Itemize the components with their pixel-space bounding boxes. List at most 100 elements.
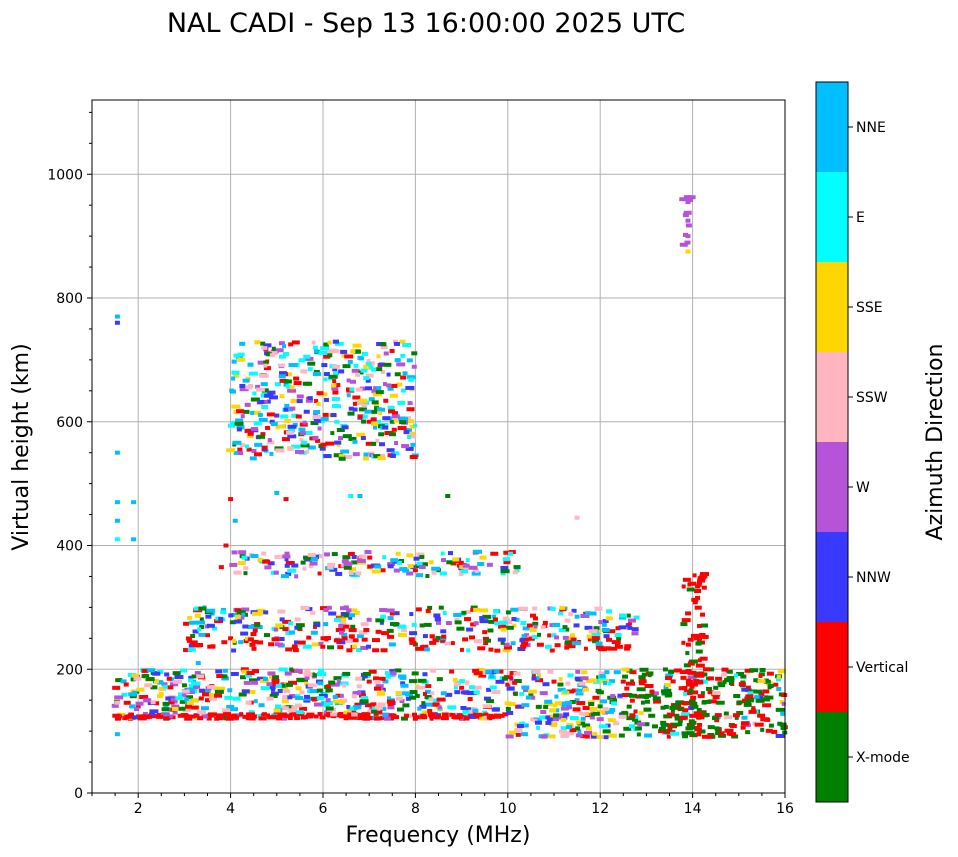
echo-mark [257,434,266,439]
echo-mark [304,681,309,686]
echo-mark [221,676,226,681]
echo-mark [531,634,538,639]
echo-mark [188,714,197,719]
echo-mark [232,440,242,445]
echo-mark [471,571,481,576]
echo-mark [181,693,187,698]
y-axis-title: Virtual height (km) [9,343,34,550]
echo-mark [247,362,254,367]
echo-mark [638,675,644,680]
echo-mark [721,672,728,677]
echo-mark [374,679,381,684]
echo-mark [697,623,703,628]
echo-mark [124,714,132,719]
echo-mark [505,706,511,711]
echo-mark [335,693,342,698]
echo-mark [185,704,193,709]
echo-mark [424,689,431,694]
echo-mark [579,711,588,716]
echo-mark [260,393,266,398]
echo-mark [330,712,338,717]
echo-mark [351,608,358,613]
echo-mark [282,619,292,624]
echo-mark [257,557,264,562]
echo-mark [411,364,417,369]
echo-mark [250,410,255,415]
echo-mark [578,681,586,686]
echo-mark [252,669,260,674]
echo-mark [532,621,539,626]
echo-mark [258,703,265,708]
echo-mark [273,712,283,717]
echo-mark [535,725,540,730]
echo-mark [397,633,407,638]
echo-mark [391,383,398,388]
echo-mark [342,683,347,688]
echo-mark [238,451,244,456]
echo-mark [156,694,163,699]
echo-mark [248,710,255,715]
echo-mark [666,728,672,733]
echo-mark [644,722,650,727]
echo-mark [389,419,395,424]
echo-mark [504,701,512,706]
echo-mark [673,668,682,673]
echo-mark [313,702,323,707]
echo-mark [158,692,164,696]
echo-mark [409,431,416,436]
echo-mark [136,687,145,692]
echo-mark [266,399,271,404]
echo-mark [278,341,285,346]
echo-mark [286,682,294,687]
echo-mark [575,733,583,738]
echo-mark [123,700,131,705]
echo-mark [707,699,717,704]
echo-mark [376,367,383,372]
echo-mark [314,623,321,628]
echo-mark [683,210,692,215]
echo-mark [307,367,313,372]
echo-mark [269,353,275,358]
echo-mark [666,734,671,739]
echo-mark [205,614,212,619]
echo-mark [236,409,245,414]
echo-mark [711,716,719,721]
echo-mark [624,644,632,649]
echo-mark [239,341,246,346]
echo-mark [775,677,781,682]
echo-mark [472,708,479,713]
echo-mark [731,734,739,739]
echo-mark [501,676,508,681]
echo-mark [323,608,329,613]
echo-mark [540,734,548,739]
echo-mark [226,448,236,453]
echo-mark [663,704,669,709]
echo-mark [375,438,380,443]
echo-mark [222,708,231,713]
echo-mark [660,689,668,694]
echo-mark [463,712,472,717]
echo-mark [207,684,216,689]
echo-mark [316,391,324,396]
echo-mark [707,734,713,739]
echo-mark [414,693,420,698]
echo-mark [337,645,344,650]
echo-mark [323,622,329,627]
echo-mark [564,618,571,623]
echo-mark [278,642,284,647]
echo-mark [320,416,329,421]
echo-mark [534,676,540,681]
echo-mark [613,670,621,675]
echo-mark [291,645,298,650]
echo-mark [294,640,299,645]
echo-mark [294,716,301,721]
echo-mark [114,700,121,705]
echo-mark [438,605,444,610]
echo-mark [582,687,589,692]
echo-mark [287,388,297,393]
echo-mark [725,678,735,683]
echo-mark [226,704,235,709]
echo-mark [139,694,149,699]
echo-mark [234,421,244,426]
echo-mark [351,368,360,373]
